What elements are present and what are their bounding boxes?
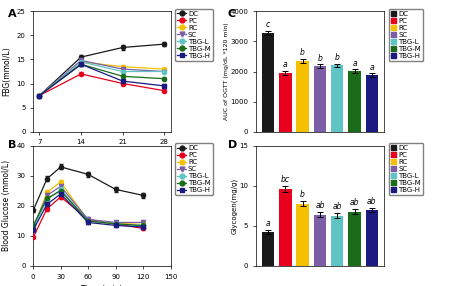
Text: ab: ab xyxy=(367,196,377,206)
Text: a: a xyxy=(370,63,374,72)
X-axis label: Time（day）: Time（day） xyxy=(81,151,123,160)
Text: b: b xyxy=(300,190,305,199)
Bar xyxy=(331,216,344,266)
Text: a: a xyxy=(283,60,288,69)
Text: bc: bc xyxy=(281,175,290,184)
Legend: DC, PC, RC, SC, TBG-L, TBG-M, TBG-H: DC, PC, RC, SC, TBG-L, TBG-M, TBG-H xyxy=(175,143,213,195)
Bar xyxy=(314,66,326,132)
Bar xyxy=(314,215,326,266)
Bar xyxy=(296,204,309,266)
Bar xyxy=(348,212,361,266)
Text: c: c xyxy=(266,20,270,29)
Y-axis label: Blood Glucose (mmol/L): Blood Glucose (mmol/L) xyxy=(2,160,11,251)
Y-axis label: FBG(mmol/L): FBG(mmol/L) xyxy=(2,47,11,96)
Bar xyxy=(365,210,378,266)
Legend: DC, PC, RC, SC, TBG-L, TBG-M, TBG-H: DC, PC, RC, SC, TBG-L, TBG-M, TBG-H xyxy=(389,143,423,195)
Y-axis label: Glycogen(mg/g): Glycogen(mg/g) xyxy=(231,178,238,234)
Bar xyxy=(296,61,309,132)
Text: b: b xyxy=(300,48,305,57)
Bar xyxy=(331,65,344,132)
Text: a: a xyxy=(352,59,357,67)
Text: a: a xyxy=(266,219,270,228)
Text: ab: ab xyxy=(333,202,342,211)
Text: ab: ab xyxy=(315,201,325,210)
Legend: DC, PC, RC, SC, TBG-L, TBG-M, TBG-H: DC, PC, RC, SC, TBG-L, TBG-M, TBG-H xyxy=(389,9,423,61)
Bar xyxy=(262,232,274,266)
Bar xyxy=(348,71,361,132)
X-axis label: Time (min): Time (min) xyxy=(81,285,123,286)
Text: ab: ab xyxy=(350,198,359,207)
Y-axis label: AUC of OGTT (mg/dL *120 min): AUC of OGTT (mg/dL *120 min) xyxy=(224,23,229,120)
Text: C: C xyxy=(228,9,236,19)
Text: A: A xyxy=(9,9,17,19)
Text: b: b xyxy=(318,54,322,63)
Bar xyxy=(279,73,292,132)
Text: B: B xyxy=(9,140,17,150)
Bar xyxy=(365,75,378,132)
Text: D: D xyxy=(228,140,237,150)
Bar xyxy=(279,189,292,266)
Legend: DC, PC, RC, SC, TBG-L, TBG-M, TBG-H: DC, PC, RC, SC, TBG-L, TBG-M, TBG-H xyxy=(175,9,213,61)
Bar xyxy=(262,33,274,132)
Text: b: b xyxy=(335,53,340,62)
